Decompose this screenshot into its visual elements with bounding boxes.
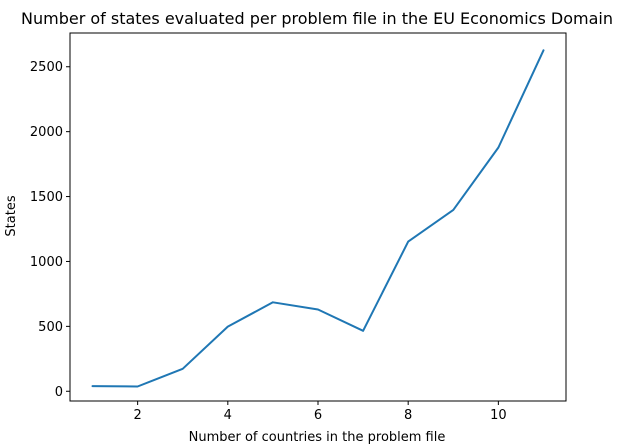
- x-tick-label: 4: [224, 408, 232, 423]
- y-tick-label: 0: [55, 385, 63, 400]
- x-axis-label: Number of countries in the problem file: [189, 430, 446, 445]
- x-tick-label: 10: [490, 408, 507, 423]
- x-tick-label: 6: [314, 408, 322, 423]
- plot-frame: [69, 32, 567, 402]
- x-tick-label: 8: [404, 408, 412, 423]
- y-tick-label: 2500: [30, 60, 63, 75]
- chart-title: Number of states evaluated per problem f…: [21, 9, 613, 28]
- y-tick-label: 1000: [30, 255, 63, 270]
- series-line: [91, 49, 545, 388]
- y-tick-label: 1500: [30, 190, 63, 205]
- plot-area: 2 4 6 8 10 0 500 1000 1500 2000 2500: [30, 32, 567, 423]
- y-tick-label: 2000: [30, 125, 63, 140]
- x-tick-label: 2: [133, 408, 141, 423]
- y-tick-label: 500: [38, 320, 63, 335]
- y-axis-label: States: [4, 195, 19, 236]
